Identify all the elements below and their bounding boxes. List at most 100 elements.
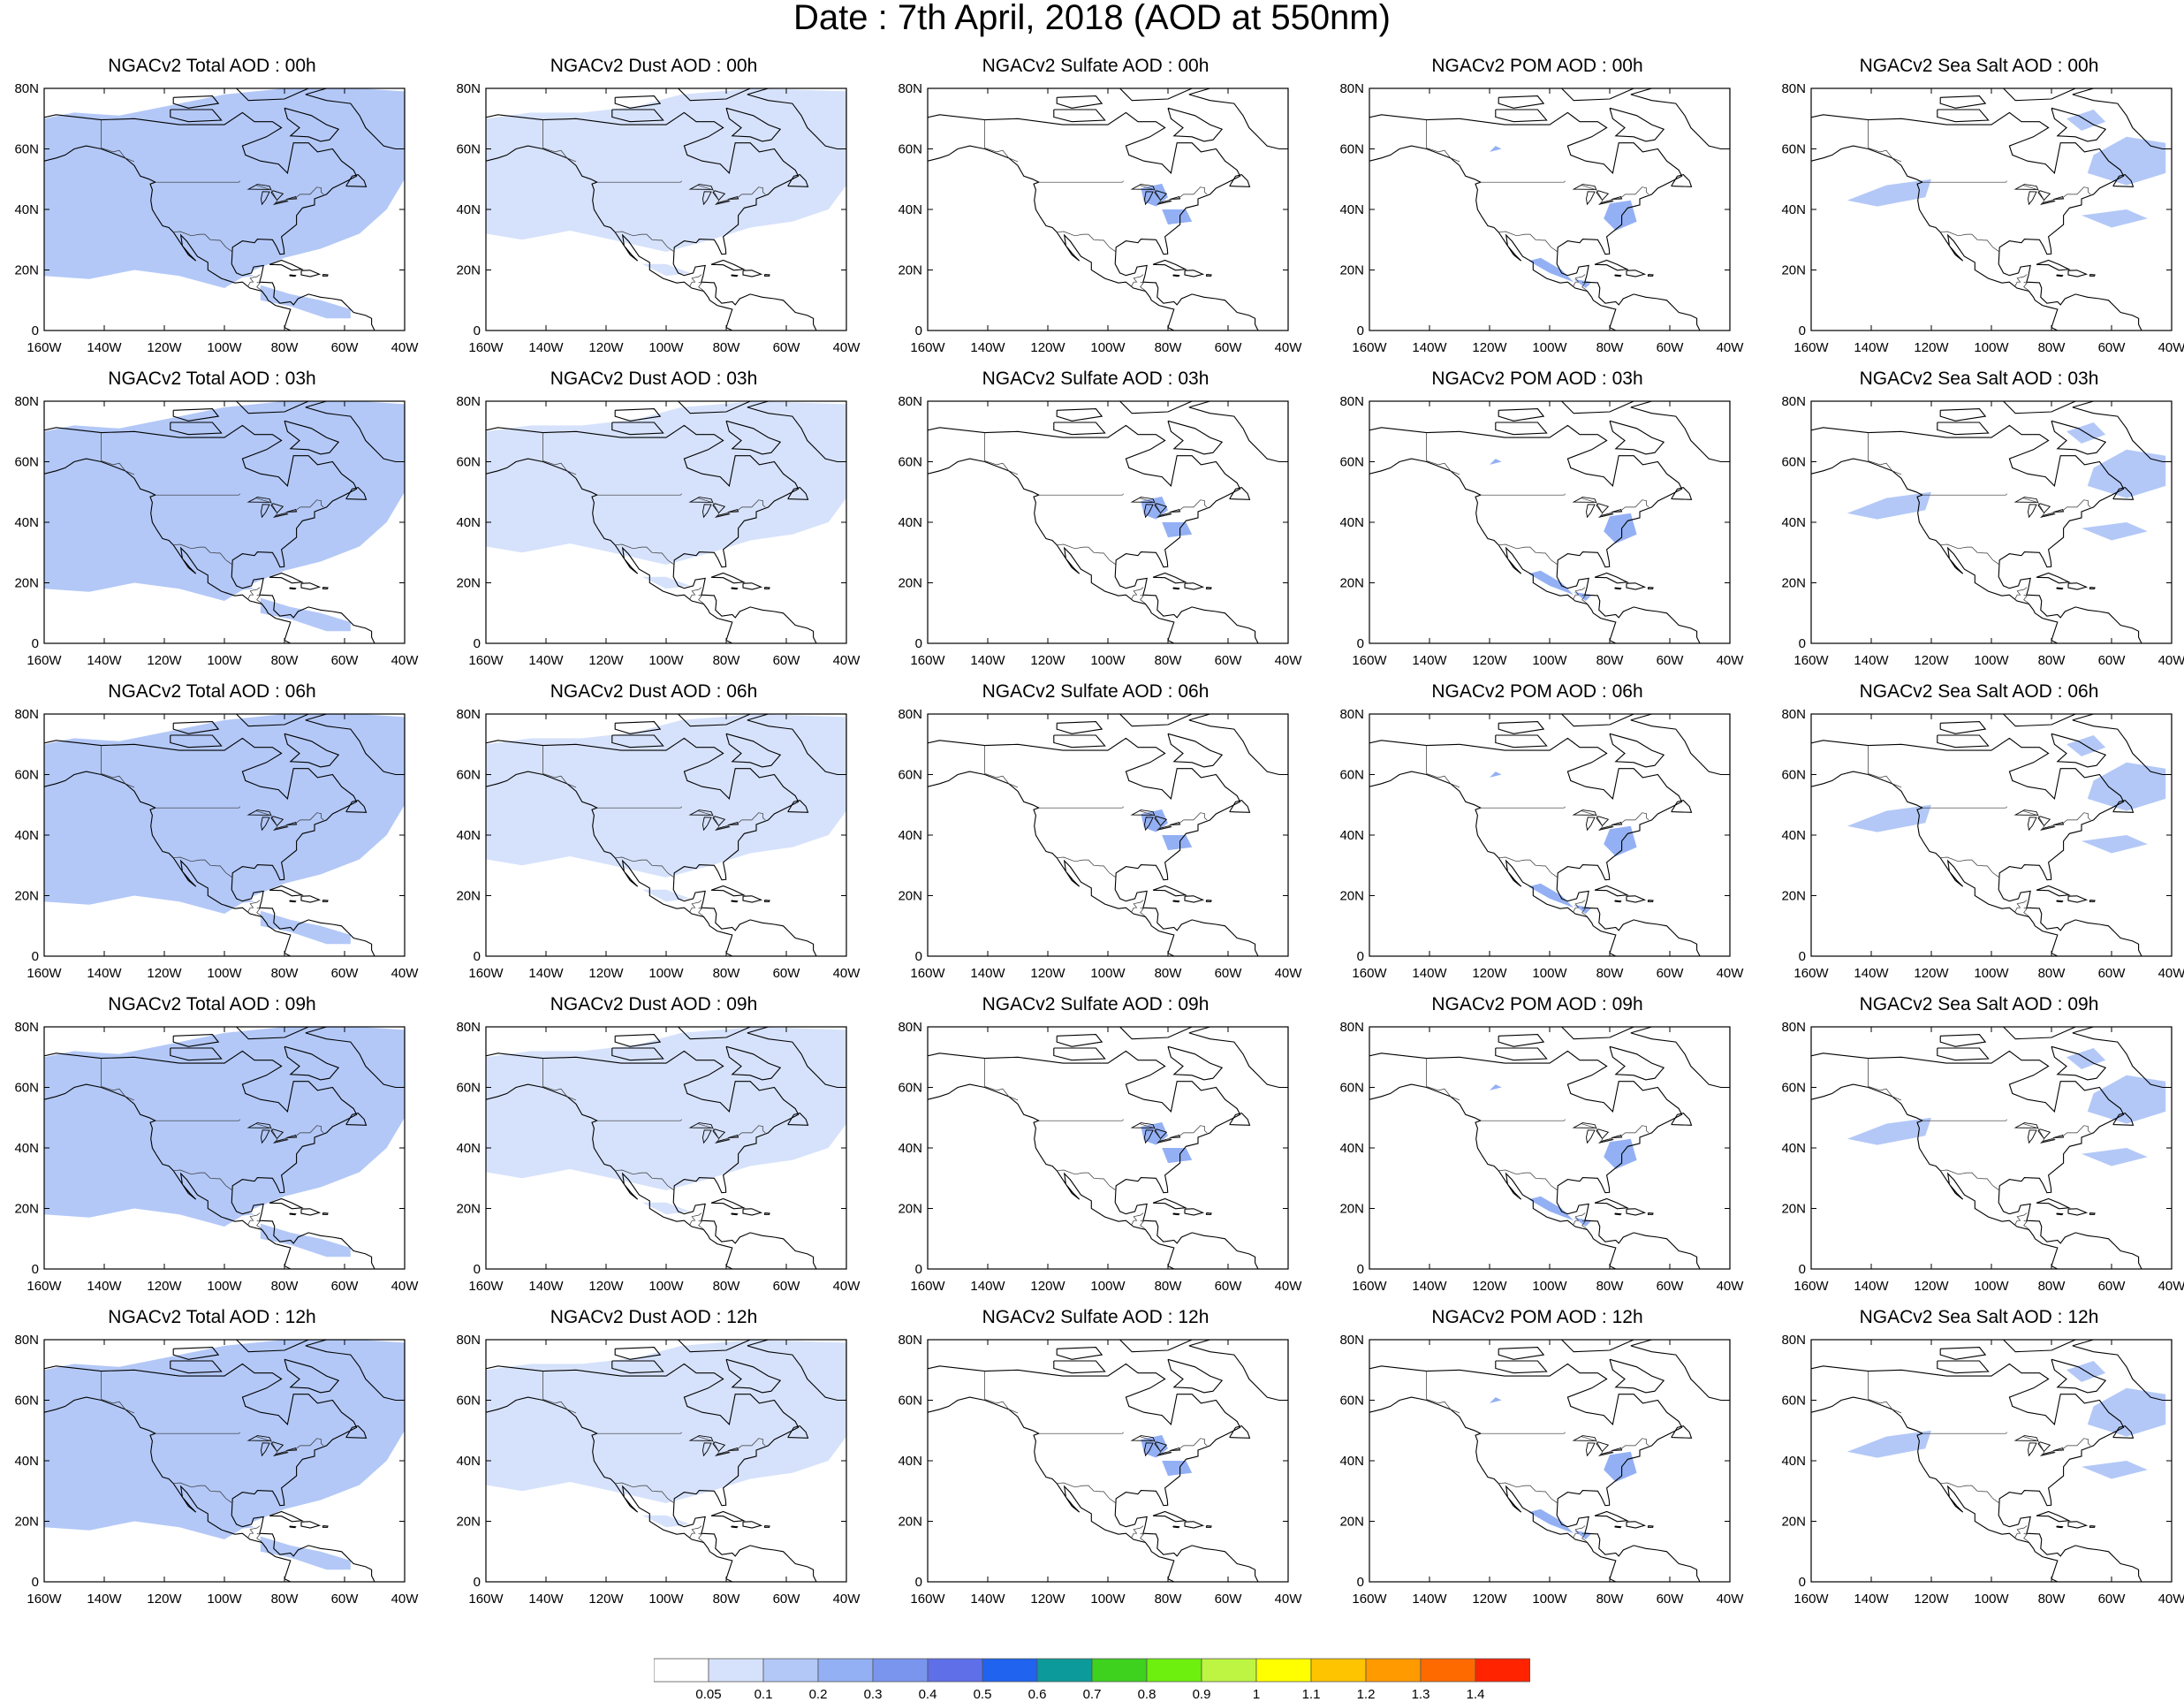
lon-tick-label: 140W [528, 1279, 564, 1292]
lon-tick-label: 100W [207, 1592, 242, 1605]
aod-field [486, 1340, 846, 1503]
map-panel-seasalt-06h: NGACv2 Sea Salt AOD : 06h 80N 60N 40N 20N 0 16… [1771, 680, 2184, 981]
lat-tick-label: 20N [456, 576, 481, 591]
colorbar-label: 0.5 [974, 1687, 992, 1700]
lon-tick-label: 140W [87, 653, 122, 666]
map-plot: 80N 60N 40N 20N 0 160W 140W 120W 100W 80W 60W 40W [456, 394, 861, 666]
lon-tick-label: 160W [468, 966, 504, 979]
lat-tick-label: 80N [456, 1333, 481, 1348]
map-plot: 80N 60N 40N 20N 0 160W 140W 120W 100W 80W 60W 40W [1339, 1333, 1744, 1605]
aod-field [260, 285, 351, 319]
panel-title: NGACv2 Sulfate AOD : 06h [982, 681, 1210, 702]
colorbar-label: 0.3 [864, 1687, 883, 1700]
lat-tick-label: 0 [1799, 1575, 1806, 1590]
lon-tick-label: 120W [1914, 966, 1949, 979]
lat-tick-label: 40N [1339, 828, 1364, 843]
lat-tick-label: 80N [14, 707, 39, 722]
map-panel-dust-09h: NGACv2 Dust AOD : 09h 80N 60N 40N 20N 0 160W 14… [446, 993, 870, 1294]
aod-field [2082, 1148, 2148, 1166]
lon-tick-label: 160W [468, 340, 504, 353]
lat-tick-label: 60N [1339, 1081, 1364, 1096]
lon-tick-label: 80W [2038, 653, 2066, 666]
lon-tick-label: 160W [1793, 1592, 1829, 1605]
lon-tick-label: 80W [1596, 1279, 1625, 1292]
panel-title: NGACv2 Dust AOD : 06h [550, 681, 758, 702]
map-panel-pom-12h: NGACv2 POM AOD : 12h 80N 60N 40N 20N 0 160W 140… [1330, 1306, 1754, 1607]
colorbar-label: 0.8 [1138, 1687, 1156, 1700]
lon-tick-label: 80W [2038, 1279, 2066, 1292]
aod-field [2087, 1387, 2166, 1437]
map-panel-dust-12h: NGACv2 Dust AOD : 12h 80N 60N 40N 20N 0 160W 14… [446, 1306, 870, 1607]
lat-tick-label: 0 [32, 636, 39, 651]
lon-tick-label: 80W [713, 1592, 741, 1605]
lon-tick-label: 120W [1472, 966, 1507, 979]
lon-tick-label: 160W [27, 340, 62, 353]
aod-field [1528, 257, 1574, 283]
panel-title: NGACv2 POM AOD : 09h [1431, 994, 1643, 1014]
map-plot: 80N 60N 40N 20N 0 160W 140W 120W 100W 80W 60W 40W [1781, 707, 2184, 979]
lon-tick-label: 80W [1155, 966, 1183, 979]
lon-tick-label: 140W [1412, 340, 1447, 353]
lat-tick-label: 40N [898, 202, 922, 217]
lon-tick-label: 120W [1472, 340, 1507, 353]
lon-tick-label: 60W [331, 966, 360, 979]
lon-tick-label: 80W [713, 340, 741, 353]
lat-tick-label: 40N [456, 202, 481, 217]
lat-tick-label: 0 [1357, 636, 1364, 651]
map-plot: 80N 60N 40N 20N 0 160W 140W 120W 100W 80W 60W 40W [898, 1020, 1303, 1292]
panel-title: NGACv2 POM AOD : 06h [1431, 681, 1643, 702]
lon-tick-label: 100W [207, 653, 242, 666]
lat-tick-label: 0 [32, 1575, 39, 1590]
lon-tick-label: 140W [87, 1592, 122, 1605]
map-panel-pom-06h: NGACv2 POM AOD : 06h 80N 60N 40N 20N 0 160W 140… [1330, 680, 1754, 981]
aod-field [119, 1412, 300, 1473]
lon-tick-label: 40W [1275, 1279, 1303, 1292]
map-panel-total-03h: NGACv2 Total AOD : 03h 80N 60N 40N 20N 0 160W 1… [4, 368, 428, 668]
map-panel-total-00h: NGACv2 Total AOD : 00h 80N 60N 40N 20N 0 160W 1… [4, 55, 428, 355]
lon-tick-label: 60W [1657, 340, 1685, 353]
panel-title: NGACv2 POM AOD : 03h [1431, 369, 1643, 389]
lat-tick-label: 0 [32, 949, 39, 964]
lon-tick-label: 120W [1472, 653, 1507, 666]
map-plot: 80N 60N 40N 20N 0 160W 140W 120W 100W 80W 60W 40W [456, 1020, 861, 1292]
aod-field [486, 1027, 846, 1190]
map-panel-seasalt-00h: NGACv2 Sea Salt AOD : 00h 80N 60N 40N 20N 0 16… [1771, 55, 2184, 355]
map-plot: 80N 60N 40N 20N 0 160W 140W 120W 100W 80W 60W 40W [14, 1333, 419, 1605]
lat-tick-label: 20N [14, 889, 39, 904]
lat-tick-label: 40N [456, 828, 481, 843]
colorbar-box [762, 1658, 819, 1683]
lat-tick-label: 0 [474, 636, 481, 651]
lon-tick-label: 120W [147, 653, 182, 666]
lon-tick-label: 140W [87, 966, 122, 979]
lon-tick-label: 80W [1596, 340, 1625, 353]
lon-tick-label: 160W [910, 1279, 945, 1292]
panel-title: NGACv2 Sea Salt AOD : 12h [1859, 1307, 2099, 1327]
map-plot: 80N 60N 40N 20N 0 160W 140W 120W 100W 80W 60W 40W [1781, 81, 2184, 353]
lon-tick-label: 160W [1352, 1592, 1387, 1605]
lat-tick-label: 0 [915, 1575, 922, 1590]
lon-tick-label: 140W [970, 653, 1005, 666]
colorbar-label: 0.05 [695, 1687, 721, 1700]
lat-tick-label: 60N [1781, 142, 1806, 157]
lat-tick-label: 80N [898, 1020, 922, 1035]
aod-field [576, 1424, 711, 1467]
lat-tick-label: 0 [915, 323, 922, 338]
lon-tick-label: 120W [1030, 1592, 1065, 1605]
lon-tick-label: 80W [713, 1279, 741, 1292]
lon-tick-label: 40W [1275, 340, 1303, 353]
map-plot: 80N 60N 40N 20N 0 160W 140W 120W 100W 80W 60W 40W [14, 81, 419, 353]
lon-tick-label: 40W [391, 653, 420, 666]
lon-tick-label: 140W [970, 1592, 1005, 1605]
aod-field [486, 714, 846, 878]
aod-field [1528, 883, 1574, 908]
lon-tick-label: 40W [1275, 653, 1303, 666]
lon-tick-label: 100W [648, 966, 684, 979]
lat-tick-label: 20N [1339, 1515, 1364, 1530]
lat-tick-label: 60N [14, 1081, 39, 1096]
aod-field [576, 172, 711, 216]
aod-field [1847, 804, 1931, 832]
map-plot: 80N 60N 40N 20N 0 160W 140W 120W 100W 80W 60W 40W [14, 1020, 419, 1292]
lon-tick-label: 80W [1596, 1592, 1625, 1605]
lon-tick-label: 80W [271, 1279, 300, 1292]
aod-field [1162, 1148, 1193, 1164]
